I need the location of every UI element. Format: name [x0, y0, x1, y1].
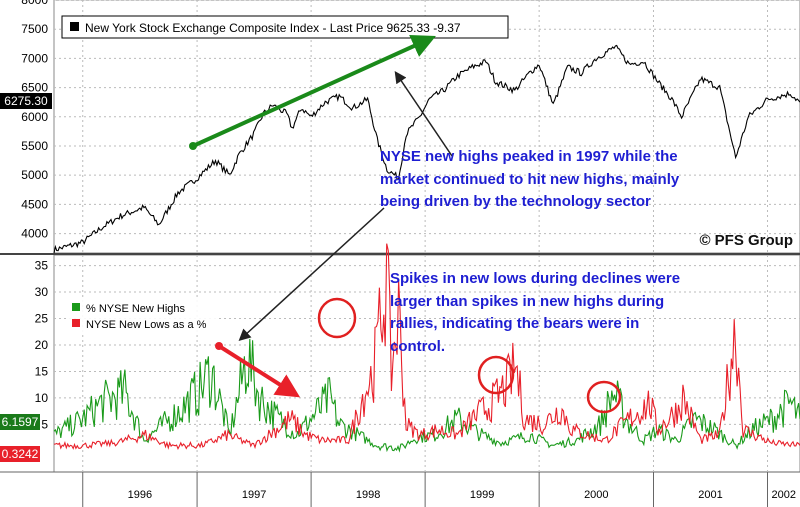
bottom-legend: % NYSE New Highs NYSE New Lows as a % — [68, 298, 218, 334]
top-y-tick-label: 7000 — [21, 51, 48, 65]
last-price-label: 6275.30 — [0, 93, 52, 109]
legend-label-highs: % NYSE New Highs — [86, 303, 186, 315]
title-legend-swatch — [70, 22, 79, 31]
x-tick-label: 1998 — [356, 489, 380, 501]
bottom-y-tick-label: 15 — [35, 364, 49, 378]
spike-circle-1999 — [477, 355, 515, 395]
last-highs-label: 6.1597 — [0, 414, 40, 430]
new-lows-line — [53, 243, 800, 451]
x-tick-label: 1996 — [128, 489, 152, 501]
bottom-y-tick-label: 5 — [41, 417, 48, 431]
x-tick-label: 1997 — [242, 489, 266, 501]
bottom-y-axis: 5 10 15 20 25 30 35 — [35, 259, 49, 432]
top-y-tick-label: 5000 — [21, 168, 48, 182]
bottom-y-tick-label: 25 — [35, 312, 49, 326]
bottom-callout: Spikes in new lows during declines were … — [390, 270, 684, 355]
x-tick-label: 2002 — [772, 489, 796, 501]
x-tick-label: 2000 — [584, 489, 608, 501]
spike-circle-2000 — [586, 380, 622, 414]
top-y-tick-label: 6500 — [21, 81, 48, 95]
copyright: © PFS Group — [699, 232, 793, 249]
x-tick-label: 1999 — [470, 489, 494, 501]
red-trend-arrow — [217, 344, 301, 398]
top-y-tick-label: 5500 — [21, 139, 48, 153]
legend-swatch-highs — [72, 303, 80, 311]
svg-text:6275.30: 6275.30 — [4, 94, 48, 108]
legend-swatch-lows — [72, 319, 80, 327]
green-trend-arrow — [192, 35, 436, 148]
chart-title-box: New York Stock Exchange Composite Index … — [61, 15, 509, 39]
top-y-tick-label: 4000 — [21, 227, 48, 241]
spike-circle-1998 — [317, 297, 357, 339]
top-callout: NYSE new highs peaked in 1997 while the … — [380, 148, 683, 210]
top-y-tick-label: 8000 — [21, 0, 48, 7]
bottom-gridlines — [54, 265, 800, 425]
chart-title: New York Stock Exchange Composite Index … — [85, 21, 461, 35]
top-y-tick-label: 4500 — [21, 197, 48, 211]
bottom-y-tick-label: 20 — [35, 338, 49, 352]
top-y-tick-label: 6000 — [21, 110, 48, 124]
top-y-axis: 4000 4500 5000 5500 6000 6500 7000 7500 8000 — [21, 0, 48, 241]
nyse-index-line — [53, 44, 800, 254]
pointer-arrow-up — [394, 71, 453, 157]
last-lows-label: 0.3242 — [0, 446, 40, 462]
bottom-y-tick-label: 35 — [35, 259, 49, 273]
pointer-arrow-down — [238, 207, 385, 342]
top-y-tick-label: 7500 — [21, 22, 48, 36]
x-tick-label: 2001 — [698, 489, 722, 501]
svg-text:0.3242: 0.3242 — [2, 447, 39, 461]
bottom-y-tick-label: 10 — [35, 391, 49, 405]
top-gridlines — [54, 0, 800, 235]
svg-text:6.1597: 6.1597 — [2, 415, 39, 429]
legend-label-lows: NYSE New Lows as a % — [86, 319, 207, 331]
bottom-y-tick-label: 30 — [35, 285, 49, 299]
